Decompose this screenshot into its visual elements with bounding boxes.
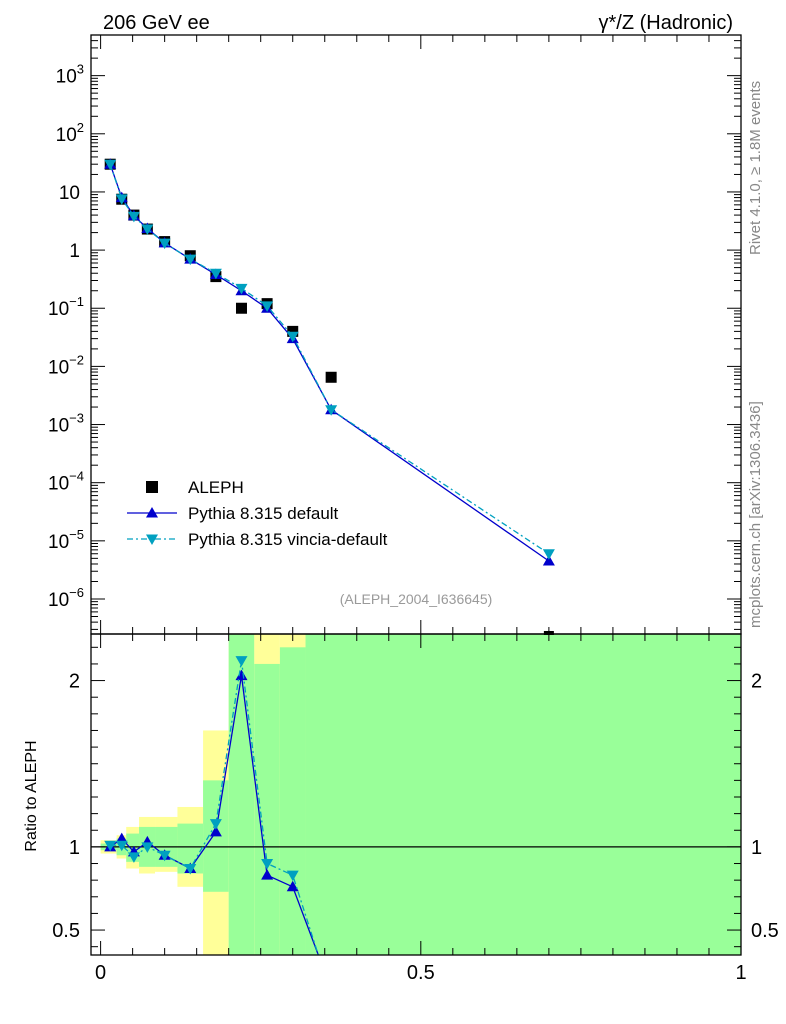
ratio-point: [158, 850, 171, 862]
ratio-y-tick-label-right: 1: [751, 837, 762, 859]
ratio-point: [235, 656, 248, 667]
ratio-point: [261, 859, 274, 870]
ratio-uncertainty-bands: [100, 634, 741, 955]
data-point-offscale: [543, 631, 554, 635]
ratio-y-tick-label: 2: [69, 671, 80, 693]
y-tick-label: 10−2: [48, 352, 84, 378]
green-band: [305, 634, 741, 955]
frames: [90, 34, 742, 956]
ratio-point: [209, 819, 222, 830]
ratio-y-tick-label: 1: [69, 837, 80, 859]
y-tick-label: 10−3: [48, 411, 84, 437]
y-tick-label: 10−5: [48, 527, 84, 553]
legend-marker: [146, 534, 158, 545]
process-label: γ*/Z (Hadronic): [599, 12, 733, 34]
data-point: [325, 405, 338, 416]
green-band: [279, 647, 306, 955]
ratio-point: [127, 852, 140, 863]
legend-marker: [146, 507, 158, 518]
x-tick-label: 0.5: [407, 962, 435, 984]
rivet-version-label: Rivet 4.1.0, ≥ 1.8M events: [747, 81, 764, 255]
y-tick-label: 10−1: [48, 294, 84, 320]
y-tick-label: 102: [56, 120, 84, 146]
energy-label: 206 GeV ee: [103, 12, 210, 34]
x-tick-label: 1: [735, 962, 746, 984]
ratio-point: [141, 842, 154, 853]
y-tick-label: 103: [56, 62, 84, 88]
legend-label: Pythia 8.315 vincia-default: [188, 530, 388, 549]
series-layer: [104, 158, 555, 956]
green-band: [228, 634, 255, 955]
ratio-frame: [90, 633, 742, 956]
legend-label: ALEPH: [188, 478, 244, 497]
data-point: [325, 371, 337, 383]
data-point: [235, 302, 247, 314]
legend-marker: [146, 481, 158, 493]
series-line-1: [109, 163, 550, 562]
data-point: [184, 254, 197, 266]
data-point: [235, 283, 248, 295]
mcplots-label: mcplots.cern.ch [arXiv:1306.3436]: [747, 401, 764, 628]
data-point: [127, 211, 140, 223]
legend-label: Pythia 8.315 default: [188, 504, 339, 523]
ratio-point: [286, 870, 299, 882]
legend: ALEPH Pythia 8.315 default Pythia 8.315 vi…: [127, 478, 388, 549]
ratio-y-tick-label: 0.5: [52, 920, 80, 942]
data-point: [542, 549, 555, 560]
ratio-point: [261, 869, 274, 880]
ratio-point: [286, 880, 299, 892]
data-point: [286, 331, 299, 343]
data-point: [287, 325, 299, 337]
ratio-point: [184, 864, 197, 875]
y-tick-label: 10−4: [48, 469, 84, 495]
ratio-point: [115, 832, 128, 844]
x-tick-label: 0: [95, 962, 106, 984]
ratio-point: [235, 669, 248, 681]
y-tick-label: 1: [69, 241, 80, 262]
series-line-2: [109, 163, 550, 555]
ratio-point: [115, 840, 128, 852]
data-point: [209, 268, 222, 280]
data-point: [158, 238, 171, 250]
y-tick-label: 10−6: [48, 585, 84, 611]
data-point: [141, 224, 154, 236]
data-point: [261, 301, 274, 312]
data-point: [115, 194, 128, 205]
ratio-panel: 0 0.5 10.5 0.51 12 2: [52, 634, 779, 984]
ratio-axis-label: Ratio to ALEPH: [23, 740, 40, 851]
ratio-y-tick-label-right: 2: [751, 671, 762, 693]
data-point: [542, 555, 555, 566]
analysis-label: (ALEPH_2004_I636645): [340, 591, 493, 607]
data-point: [104, 159, 117, 171]
ratio-point: [104, 840, 117, 852]
ratio-point: [209, 825, 222, 837]
ratio-y-tick-label-right: 0.5: [751, 920, 779, 942]
y-tick-label: 10: [59, 183, 80, 204]
